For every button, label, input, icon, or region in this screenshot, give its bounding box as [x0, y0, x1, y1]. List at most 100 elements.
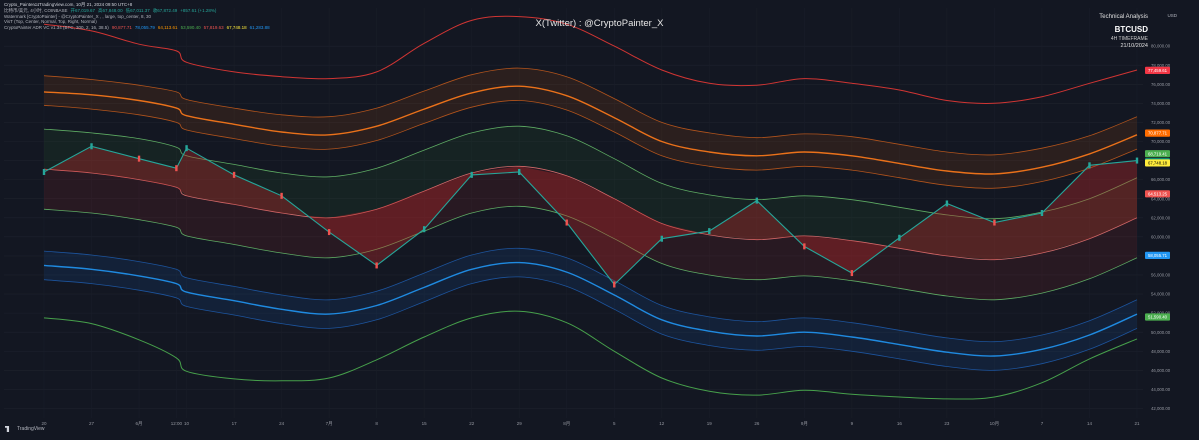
price-candle-6 — [280, 192, 283, 199]
price-tag-bg-2 — [1145, 150, 1170, 158]
gridlines — [4, 8, 1143, 418]
price-candle-7 — [327, 229, 331, 236]
x-tick-14: 12 — [659, 421, 665, 426]
y-tick-16: 74,000.00 — [1151, 101, 1171, 106]
price-tag-2: 68,719.41 — [1148, 151, 1168, 156]
x-tick-4: 10 — [184, 421, 190, 426]
legend-item: 收67,872.49 — [152, 8, 178, 13]
price-candle-17 — [803, 243, 806, 250]
ta-date: 21/10/2024 — [1120, 43, 1148, 49]
legend-item: Watermark [CryptoPainter] - @CryptoPaint… — [4, 13, 151, 19]
price-candle-11 — [518, 169, 521, 175]
y-tick-7: 56,000.00 — [1151, 273, 1171, 278]
x-tick-24: 21 — [1134, 421, 1140, 426]
x-tick-16: 26 — [754, 421, 760, 426]
y-tick-12: 66,000.00 — [1151, 177, 1171, 182]
price-tag-bg-6 — [1145, 251, 1170, 259]
y-tick-18: 78,000.00 — [1151, 63, 1171, 68]
x-tick-12: 8月 — [563, 421, 570, 427]
legend-item: +857.61 (+1.28%) — [180, 8, 217, 13]
x-tick-8: 8 — [375, 421, 378, 426]
ta-symbol: BTCUSD — [1114, 25, 1148, 34]
y-tick-9: 60,000.00 — [1151, 234, 1171, 239]
legend-item: CryptoPainter ADR VC v1.34 (BTC, 300, 2,… — [4, 24, 109, 30]
x-tick-22: 7 — [1041, 421, 1044, 426]
band-orange — [43, 85, 1138, 175]
lower-mid-fill — [44, 166, 1137, 300]
y-tick-6: 54,000.00 — [1151, 292, 1171, 297]
y-tick-17: 76,000.00 — [1151, 82, 1171, 87]
price-tag-bg-5 — [1145, 190, 1170, 198]
price-tag-bg-1 — [1145, 129, 1170, 137]
price-tag-bg-4 — [1145, 159, 1170, 167]
y-tick-11: 64,000.00 — [1151, 196, 1171, 201]
x-tick-18: 9 — [851, 421, 854, 426]
y-tick-15: 72,000.00 — [1151, 120, 1171, 125]
band-blue-inner — [43, 247, 1138, 343]
blue-band-fill — [44, 248, 1137, 371]
x-axis-background — [0, 418, 1143, 435]
legend-line-1[interactable]: Watermark [CryptoPainter] - @CryptoPaint… — [4, 14, 154, 19]
price-candle-5 — [232, 171, 236, 178]
price-candle-20 — [945, 200, 949, 207]
x-tick-0: 20 — [41, 421, 47, 426]
tradingview-logo[interactable]: TradingView — [5, 426, 45, 432]
legend-item: 67,748.18 — [226, 24, 247, 30]
price-candle-3 — [175, 165, 178, 172]
x-tick-7: 7月 — [326, 421, 333, 427]
currency-selector[interactable]: USD — [1167, 13, 1177, 18]
price-candle-12 — [565, 219, 568, 226]
price-tag-bg-7 — [1145, 313, 1170, 321]
legend-item: 53,590.40 — [180, 24, 201, 30]
band-blue-outer — [43, 276, 1138, 371]
x-tick-20: 23 — [944, 421, 950, 426]
tradingview-icon — [5, 426, 10, 432]
price-candle-2 — [137, 155, 141, 162]
watermark: X(Twitter) : @CryptoPainter_X — [535, 18, 664, 29]
band-lines — [43, 15, 1138, 400]
legend-item: VisT (Top, Center, Normal, Top, Right, N… — [4, 19, 97, 25]
x-tick-15: 19 — [707, 421, 713, 426]
price-candle-0 — [42, 169, 46, 175]
y-tick-2: 46,000.00 — [1151, 368, 1171, 373]
x-tick-17: 9月 — [801, 421, 808, 427]
price-candle-13 — [613, 281, 616, 288]
legend-item: 61,283.88 — [249, 24, 270, 30]
price-candle-24 — [1135, 157, 1139, 164]
price-tag-4: 67,748.18 — [1148, 161, 1168, 166]
price-candle-23 — [1088, 162, 1091, 169]
y-tick-14: 70,000.00 — [1151, 139, 1171, 144]
price-candle-21 — [993, 219, 996, 226]
legend-item: 90,877.71 — [111, 24, 132, 30]
x-tick-10: 22 — [469, 421, 475, 426]
y-tick-4: 50,000.00 — [1151, 330, 1171, 335]
legend-line-2[interactable]: VisT (Top, Center, Normal, Top, Right, N… — [4, 19, 100, 24]
price-candle-15 — [708, 228, 711, 235]
price-tag-7: 51,590.40 — [1148, 315, 1168, 320]
legend-line-3[interactable]: CryptoPainter ADR VC v1.34 (BTC, 300, 2,… — [4, 25, 273, 30]
price-candle-10 — [470, 171, 473, 178]
y-axis: 42,000.00 44,000.00 46,000.00 48,000.00 50,0… — [1143, 0, 1199, 435]
y-tick-19: 80,000.00 — [1151, 44, 1171, 49]
x-tick-5: 17 — [232, 421, 238, 426]
legend-item: 开67,019.67 — [70, 8, 96, 13]
ta-timeframe: 4H TIMEFRAME — [1110, 36, 1148, 42]
price-candle-9 — [422, 226, 426, 233]
band-red-mid — [43, 165, 1138, 261]
legend-line-0[interactable]: 比特币/美元, 4小时, COINBASE 开67,019.67 高67,848.0… — [4, 8, 219, 13]
band-orange-inner — [43, 100, 1138, 189]
x-tick-23: 14 — [1087, 421, 1093, 426]
price-tag-6: 58,055.71 — [1148, 253, 1168, 258]
x-axis: 20 27 6月 12:00 10 17 24 7月 8 15 22 29 8月 5 12 19 26 9月 9 16… — [0, 418, 1143, 435]
band-lower-green — [43, 310, 1138, 400]
price-tag-bg-0 — [1145, 66, 1170, 74]
legend-item: 57,819.63 — [203, 24, 224, 30]
price-deviation-fill — [44, 146, 1137, 285]
band-upper-red — [43, 15, 1138, 104]
x-tick-6: 24 — [279, 421, 285, 426]
price-tags: 77,459.6170,877.7168,719.4167,872.4967,7… — [1145, 66, 1170, 321]
price-candle-8 — [375, 262, 378, 269]
y-tick-1: 44,000.00 — [1151, 387, 1171, 392]
